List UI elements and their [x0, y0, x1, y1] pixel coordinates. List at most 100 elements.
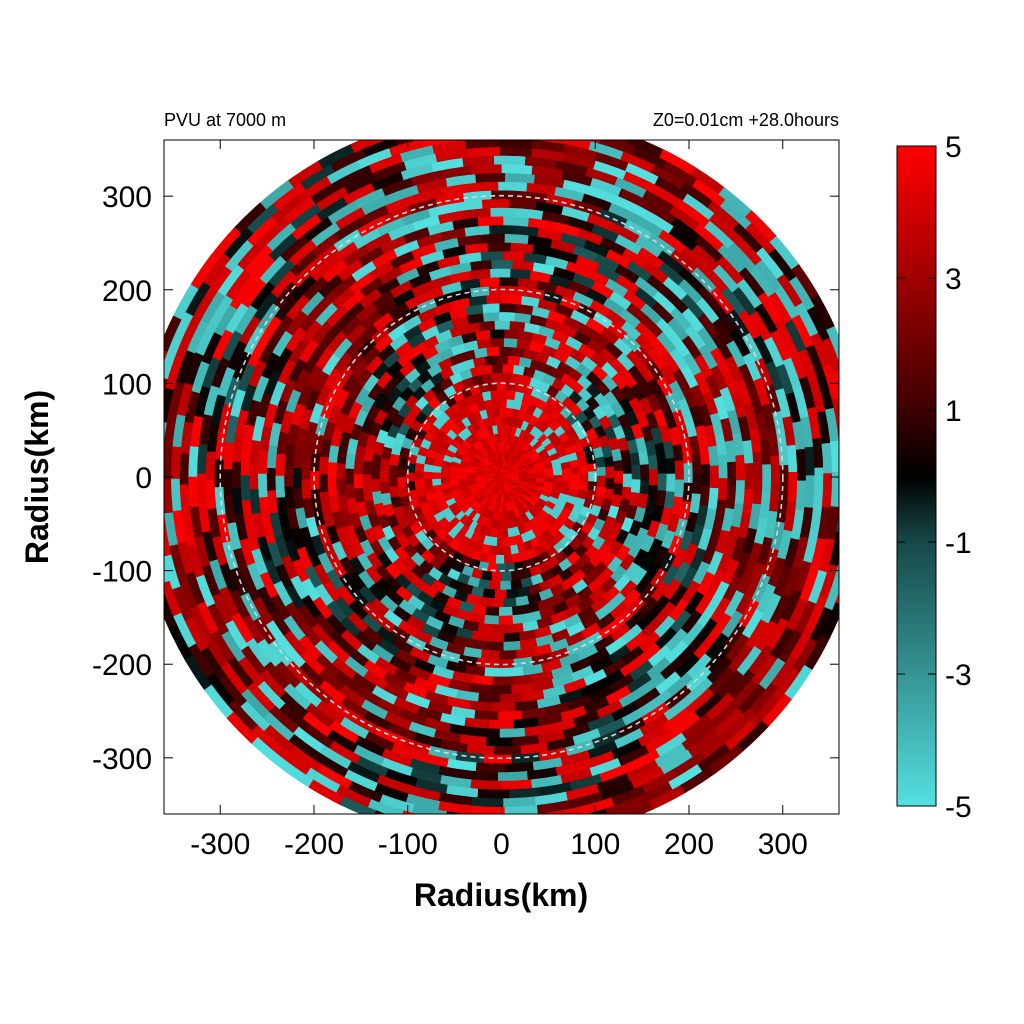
field-cell — [502, 337, 518, 348]
field-cell — [501, 250, 525, 262]
field-cell — [498, 615, 515, 626]
field-cell — [821, 600, 839, 639]
field-cell — [855, 427, 867, 465]
field-cell — [840, 463, 849, 499]
x-axis-title: Radius(km) — [414, 877, 588, 913]
field-cell — [495, 354, 509, 365]
field-cell — [344, 468, 355, 486]
field-cell — [283, 465, 294, 489]
field-cell — [531, 122, 568, 135]
field-cell — [727, 461, 737, 487]
field-cell — [489, 189, 520, 200]
field-cell — [335, 463, 346, 481]
y-tick-label: -300 — [92, 743, 152, 776]
field-cell — [489, 580, 502, 591]
field-cell — [480, 649, 501, 660]
x-tick-label: 0 — [493, 828, 510, 861]
field-cell — [844, 506, 858, 543]
plot-area — [153, 122, 867, 842]
field-cell — [488, 545, 498, 556]
field-cell — [657, 473, 668, 491]
field-cell — [854, 498, 867, 536]
field-cell — [492, 624, 510, 634]
field-cell — [605, 466, 616, 479]
field-cell — [578, 481, 589, 492]
field-cell — [514, 830, 552, 842]
field-cell — [318, 456, 329, 476]
field-cell — [500, 692, 524, 704]
field-cell — [489, 259, 513, 270]
field-cell — [518, 474, 528, 478]
field-cell — [587, 480, 598, 491]
field-cell — [422, 471, 433, 481]
field-cell — [420, 140, 457, 148]
field-cell — [239, 475, 251, 503]
field-cell — [448, 471, 459, 478]
field-cell — [479, 250, 503, 262]
field-cell — [544, 471, 555, 478]
field-cell — [422, 463, 434, 474]
field-cell — [701, 464, 711, 487]
field-cell — [470, 779, 504, 791]
field-cell — [327, 462, 338, 481]
field-cell — [831, 395, 839, 433]
field-cell — [835, 591, 839, 604]
field-cell — [665, 456, 676, 476]
field-cell — [257, 473, 268, 500]
field-cell — [691, 453, 703, 475]
y-tick-label: -200 — [92, 649, 152, 682]
field-cell — [779, 464, 790, 495]
field-cell — [474, 727, 502, 739]
x-axis: -300 -200 -100 0 100 200 300 — [190, 140, 808, 861]
field-cell — [483, 355, 497, 366]
field-cell — [490, 528, 499, 539]
field-cell — [153, 455, 162, 491]
field-cell — [622, 460, 633, 475]
field-cell — [478, 692, 502, 704]
field-cell — [497, 276, 519, 287]
field-cell — [442, 829, 480, 842]
field-cell — [484, 667, 506, 678]
field-cell — [435, 819, 472, 832]
field-cell — [501, 363, 514, 374]
field-cell — [734, 478, 746, 505]
colorbar-tick-label: 3 — [945, 263, 962, 296]
field-cell — [477, 276, 500, 288]
field-cell — [499, 727, 527, 739]
field-cell — [493, 320, 511, 330]
field-cell — [527, 475, 537, 480]
field-cell — [370, 466, 381, 481]
field-cell — [616, 140, 629, 144]
field-cell — [553, 474, 563, 482]
field-cell — [503, 640, 523, 652]
y-tick-label: -100 — [92, 556, 152, 589]
field-cell — [213, 459, 224, 490]
field-cell — [487, 224, 514, 235]
colorbar-tick-label: 5 — [945, 131, 962, 164]
field-cell — [480, 302, 500, 314]
field-cell — [497, 146, 533, 158]
field-cell — [300, 459, 312, 481]
field-cell — [431, 465, 442, 474]
field-cell — [691, 473, 703, 495]
field-cell — [614, 470, 624, 484]
field-cell — [630, 478, 642, 494]
field-cell — [469, 163, 502, 175]
field-cell — [384, 140, 387, 141]
field-cell — [454, 140, 468, 142]
field-cell — [481, 570, 494, 582]
field-cell — [484, 614, 500, 626]
field-cell — [498, 302, 517, 313]
field-cell — [770, 455, 781, 485]
field-cell — [482, 588, 497, 599]
reference-circles — [219, 194, 784, 760]
field-cell — [493, 745, 523, 756]
field-cell — [170, 446, 182, 481]
field-cell — [490, 372, 502, 383]
field-cell — [292, 467, 302, 490]
field-cell — [427, 123, 464, 137]
field-cell — [579, 473, 589, 483]
field-cell — [501, 424, 508, 435]
field-cell — [647, 483, 659, 501]
field-cell — [476, 215, 504, 227]
